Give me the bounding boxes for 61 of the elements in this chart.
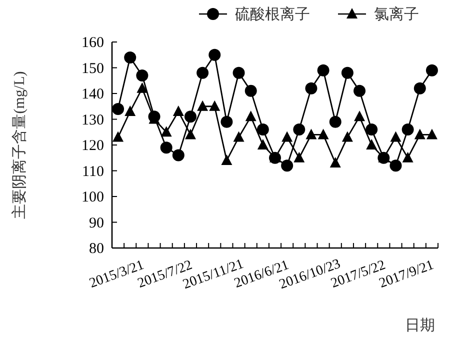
point — [245, 110, 256, 122]
point — [342, 131, 353, 142]
point — [366, 139, 378, 150]
y-tick-label: 80 — [89, 241, 104, 257]
point — [414, 82, 426, 94]
point — [366, 124, 378, 136]
point — [124, 106, 136, 116]
point — [305, 82, 318, 94]
point — [112, 102, 124, 115]
point — [256, 124, 269, 136]
point — [184, 110, 196, 123]
point — [402, 124, 414, 136]
legend-label: 氯离子 — [374, 6, 419, 23]
point — [330, 157, 341, 168]
point — [208, 48, 221, 61]
point — [293, 124, 306, 136]
point — [318, 128, 329, 140]
point — [390, 131, 402, 142]
point — [112, 131, 124, 142]
point — [317, 64, 330, 76]
y-tick-label: 100 — [82, 190, 104, 206]
point — [136, 69, 148, 82]
point — [220, 116, 233, 128]
point — [160, 142, 172, 154]
point — [414, 128, 426, 140]
point — [306, 128, 317, 140]
point — [221, 154, 232, 165]
point — [136, 82, 148, 93]
point — [244, 84, 257, 97]
point — [354, 84, 366, 97]
y-tick-label: 110 — [82, 164, 104, 180]
point — [281, 160, 294, 172]
y-tick-label: 120 — [82, 138, 104, 154]
y-tick-label: 150 — [82, 60, 104, 77]
point — [196, 66, 209, 79]
point — [329, 116, 342, 128]
point — [172, 149, 184, 162]
point — [232, 66, 245, 79]
point — [160, 126, 172, 137]
point — [282, 131, 293, 142]
point — [184, 128, 196, 140]
point — [426, 64, 438, 76]
y-tick-label: 90 — [89, 215, 104, 232]
legend-label: 硫酸根离子 — [235, 6, 310, 23]
y-axis-title: 主要阴离子含量(mg/L) — [11, 71, 28, 219]
point — [294, 152, 305, 162]
point — [172, 106, 184, 116]
point — [257, 139, 268, 150]
y-tick-label: 130 — [82, 112, 104, 128]
point — [197, 100, 208, 111]
point — [402, 152, 414, 162]
point — [354, 110, 366, 122]
x-axis-title: 日期 — [405, 317, 435, 334]
point — [124, 51, 136, 64]
point — [341, 66, 354, 79]
point — [209, 100, 220, 111]
point — [390, 160, 402, 172]
point — [426, 128, 438, 140]
point — [233, 131, 244, 142]
y-tick-label: 160 — [82, 35, 104, 51]
y-tick-label: 140 — [82, 86, 104, 102]
